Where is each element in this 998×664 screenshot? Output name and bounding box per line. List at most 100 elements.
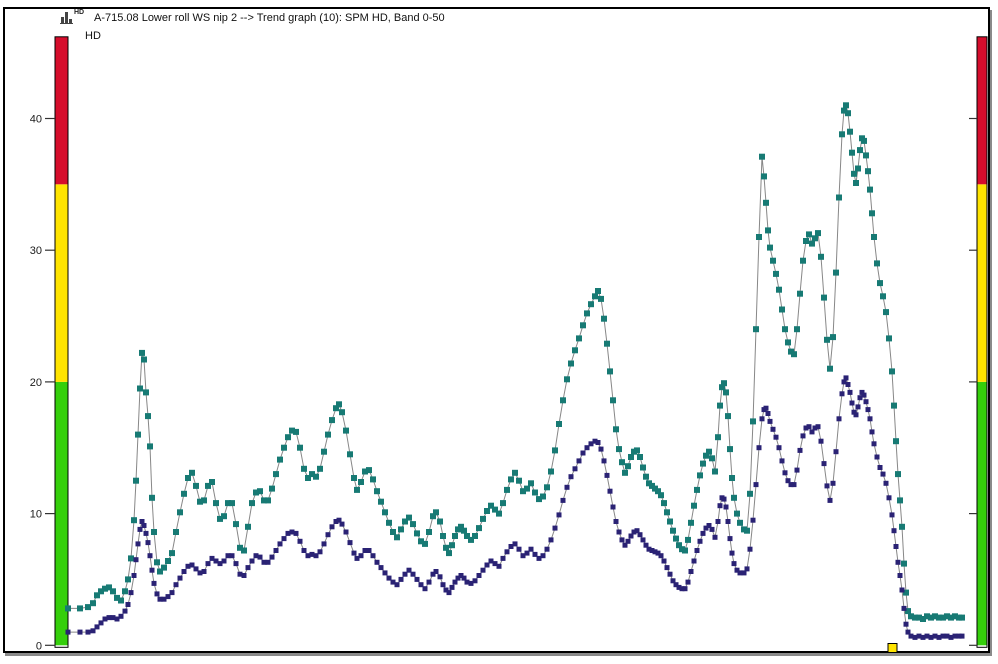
data-point-lower[interactable] — [564, 484, 570, 490]
data-point-upper[interactable] — [685, 536, 691, 543]
data-point-upper[interactable] — [362, 468, 368, 475]
data-point-upper[interactable] — [548, 468, 554, 475]
data-point-lower[interactable] — [721, 496, 727, 502]
data-point-upper[interactable] — [321, 448, 327, 455]
data-point-lower[interactable] — [643, 542, 649, 548]
data-point-upper[interactable] — [161, 564, 167, 571]
data-point-upper[interactable] — [839, 131, 845, 138]
data-point-upper[interactable] — [761, 173, 767, 180]
data-point-lower[interactable] — [205, 561, 211, 567]
data-point-upper[interactable] — [773, 270, 779, 277]
data-point-upper[interactable] — [821, 294, 827, 301]
data-point-lower[interactable] — [402, 571, 408, 577]
data-point-lower[interactable] — [694, 548, 700, 553]
data-point-lower[interactable] — [899, 587, 905, 593]
data-point-lower[interactable] — [309, 551, 315, 557]
data-point-upper[interactable] — [504, 486, 510, 493]
data-point-upper[interactable] — [634, 447, 640, 454]
data-point-lower[interactable] — [221, 558, 227, 564]
data-point-upper[interactable] — [181, 490, 187, 497]
data-point-upper[interactable] — [193, 482, 199, 489]
data-point-upper[interactable] — [806, 231, 812, 238]
data-point-upper[interactable] — [855, 165, 861, 172]
data-point-lower[interactable] — [154, 591, 160, 597]
data-point-lower[interactable] — [869, 429, 875, 435]
data-point-upper[interactable] — [102, 585, 108, 592]
data-point-upper[interactable] — [500, 500, 506, 507]
data-point-upper[interactable] — [658, 492, 664, 499]
data-point-lower[interactable] — [874, 454, 880, 460]
data-point-lower[interactable] — [354, 555, 360, 561]
data-point-lower[interactable] — [765, 411, 771, 416]
data-point-lower[interactable] — [528, 546, 534, 552]
data-point-lower[interactable] — [366, 548, 372, 553]
data-point-upper[interactable] — [189, 469, 195, 476]
data-point-lower[interactable] — [548, 537, 554, 543]
data-point-lower[interactable] — [151, 580, 157, 586]
data-point-upper[interactable] — [398, 526, 404, 533]
data-point-lower[interactable] — [700, 530, 706, 536]
data-point-upper[interactable] — [880, 293, 886, 300]
data-point-upper[interactable] — [131, 517, 137, 524]
data-point-lower[interactable] — [336, 517, 342, 523]
data-point-upper[interactable] — [157, 568, 163, 575]
series-upper-markers[interactable] — [65, 102, 965, 622]
data-point-lower[interactable] — [895, 559, 901, 565]
data-point-upper[interactable] — [861, 137, 867, 144]
data-point-lower[interactable] — [455, 575, 461, 581]
data-point-lower[interactable] — [157, 596, 163, 602]
data-point-upper[interactable] — [374, 488, 380, 495]
data-point-upper[interactable] — [128, 555, 134, 562]
data-point-lower[interactable] — [959, 633, 965, 639]
data-point-lower[interactable] — [634, 528, 640, 534]
data-point-lower[interactable] — [912, 634, 918, 640]
data-point-lower[interactable] — [592, 438, 598, 444]
data-point-upper[interactable] — [936, 614, 942, 621]
data-point-lower[interactable] — [916, 633, 922, 639]
data-point-lower[interactable] — [343, 529, 349, 535]
data-point-lower[interactable] — [664, 565, 670, 571]
data-point-lower[interactable] — [584, 445, 590, 451]
data-point-lower[interactable] — [125, 602, 131, 607]
data-point-upper[interactable] — [122, 588, 128, 595]
data-point-lower[interactable] — [394, 582, 400, 588]
data-point-upper[interactable] — [382, 509, 388, 516]
data-point-upper[interactable] — [655, 488, 661, 495]
data-point-upper[interactable] — [883, 309, 889, 316]
data-point-lower[interactable] — [476, 573, 482, 578]
data-point-lower[interactable] — [484, 562, 490, 568]
data-point-upper[interactable] — [309, 471, 315, 478]
data-point-lower[interactable] — [201, 569, 207, 574]
data-point-lower[interactable] — [857, 395, 863, 401]
data-point-upper[interactable] — [386, 519, 392, 526]
data-point-upper[interactable] — [891, 402, 897, 409]
data-point-upper[interactable] — [154, 559, 160, 566]
data-point-lower[interactable] — [496, 563, 502, 569]
data-point-upper[interactable] — [133, 477, 139, 484]
data-point-upper[interactable] — [336, 401, 342, 408]
data-point-upper[interactable] — [637, 454, 643, 460]
data-point-lower[interactable] — [452, 579, 458, 585]
data-point-lower[interactable] — [552, 525, 558, 531]
data-point-lower[interactable] — [189, 562, 195, 568]
data-point-upper[interactable] — [205, 482, 211, 489]
data-point-upper[interactable] — [394, 534, 400, 541]
data-point-upper[interactable] — [944, 613, 950, 620]
data-point-lower[interactable] — [161, 596, 167, 602]
data-point-upper[interactable] — [893, 438, 899, 445]
data-point-lower[interactable] — [468, 580, 474, 586]
data-point-lower[interactable] — [770, 426, 776, 432]
data-point-upper[interactable] — [410, 521, 416, 528]
data-point-lower[interactable] — [333, 519, 339, 524]
data-point-lower[interactable] — [744, 566, 750, 572]
data-point-upper[interactable] — [65, 605, 71, 612]
data-point-upper[interactable] — [414, 530, 420, 537]
data-point-upper[interactable] — [791, 351, 797, 358]
data-point-lower[interactable] — [703, 525, 709, 531]
data-point-upper[interactable] — [622, 469, 628, 476]
data-point-upper[interactable] — [920, 616, 926, 622]
data-point-lower[interactable] — [181, 569, 187, 574]
data-point-lower[interactable] — [691, 558, 697, 564]
data-point-lower[interactable] — [827, 497, 833, 503]
data-point-upper[interactable] — [625, 463, 631, 470]
